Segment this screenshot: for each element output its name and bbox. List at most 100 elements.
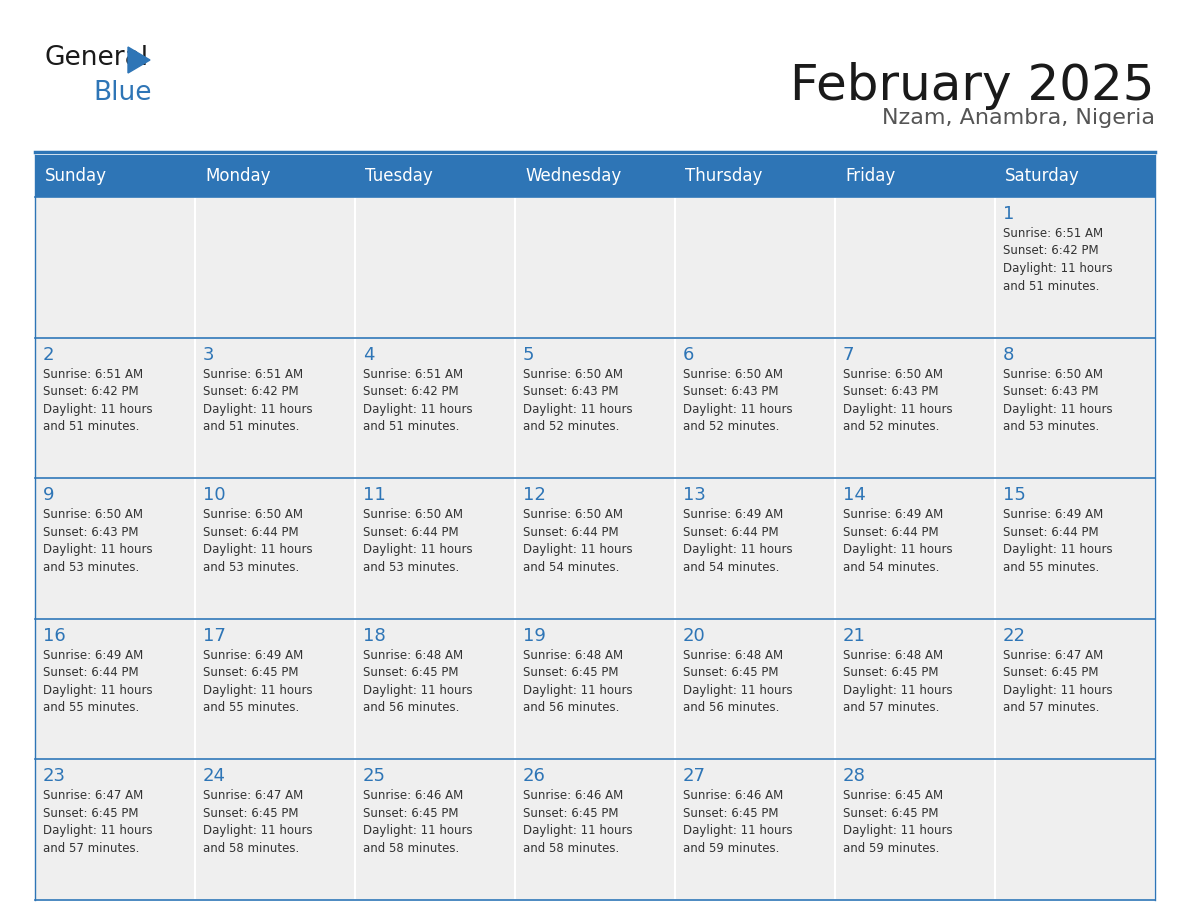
Text: 3: 3 [203, 345, 215, 364]
Bar [355, 619, 516, 759]
Bar [516, 759, 675, 900]
Text: Sunrise: 6:47 AM
Sunset: 6:45 PM
Daylight: 11 hours
and 57 minutes.: Sunrise: 6:47 AM Sunset: 6:45 PM Dayligh… [1003, 649, 1113, 714]
Text: Sunrise: 6:46 AM
Sunset: 6:45 PM
Daylight: 11 hours
and 59 minutes.: Sunrise: 6:46 AM Sunset: 6:45 PM Dayligh… [683, 789, 792, 855]
Bar [34, 197, 195, 338]
Bar [996, 759, 1155, 900]
Text: Sunrise: 6:46 AM
Sunset: 6:45 PM
Daylight: 11 hours
and 58 minutes.: Sunrise: 6:46 AM Sunset: 6:45 PM Dayligh… [523, 789, 633, 855]
Text: Sunrise: 6:51 AM
Sunset: 6:42 PM
Daylight: 11 hours
and 51 minutes.: Sunrise: 6:51 AM Sunset: 6:42 PM Dayligh… [364, 367, 473, 433]
Text: Nzam, Anambra, Nigeria: Nzam, Anambra, Nigeria [881, 108, 1155, 128]
Polygon shape [128, 47, 150, 73]
Text: 27: 27 [683, 767, 706, 786]
Bar [195, 759, 355, 900]
Bar [996, 619, 1155, 759]
Bar [195, 338, 355, 478]
Text: 21: 21 [843, 627, 866, 644]
Text: Sunrise: 6:47 AM
Sunset: 6:45 PM
Daylight: 11 hours
and 58 minutes.: Sunrise: 6:47 AM Sunset: 6:45 PM Dayligh… [203, 789, 312, 855]
Text: Sunrise: 6:48 AM
Sunset: 6:45 PM
Daylight: 11 hours
and 56 minutes.: Sunrise: 6:48 AM Sunset: 6:45 PM Dayligh… [364, 649, 473, 714]
Text: 26: 26 [523, 767, 545, 786]
Text: Sunrise: 6:50 AM
Sunset: 6:43 PM
Daylight: 11 hours
and 53 minutes.: Sunrise: 6:50 AM Sunset: 6:43 PM Dayligh… [43, 509, 152, 574]
Text: 17: 17 [203, 627, 226, 644]
Text: Monday: Monday [206, 167, 271, 185]
Text: Sunday: Sunday [45, 167, 107, 185]
Text: Sunrise: 6:50 AM
Sunset: 6:43 PM
Daylight: 11 hours
and 52 minutes.: Sunrise: 6:50 AM Sunset: 6:43 PM Dayligh… [683, 367, 792, 433]
Text: Sunrise: 6:51 AM
Sunset: 6:42 PM
Daylight: 11 hours
and 51 minutes.: Sunrise: 6:51 AM Sunset: 6:42 PM Dayligh… [1003, 227, 1113, 293]
Bar [996, 197, 1155, 338]
Text: Sunrise: 6:51 AM
Sunset: 6:42 PM
Daylight: 11 hours
and 51 minutes.: Sunrise: 6:51 AM Sunset: 6:42 PM Dayligh… [43, 367, 152, 433]
Bar [355, 478, 516, 619]
Bar [34, 155, 1155, 197]
Bar [516, 197, 675, 338]
Text: General: General [45, 45, 150, 71]
Text: Tuesday: Tuesday [365, 167, 432, 185]
Text: Sunrise: 6:49 AM
Sunset: 6:44 PM
Daylight: 11 hours
and 55 minutes.: Sunrise: 6:49 AM Sunset: 6:44 PM Dayligh… [43, 649, 152, 714]
Text: 13: 13 [683, 487, 706, 504]
Text: Sunrise: 6:50 AM
Sunset: 6:44 PM
Daylight: 11 hours
and 54 minutes.: Sunrise: 6:50 AM Sunset: 6:44 PM Dayligh… [523, 509, 633, 574]
Text: Sunrise: 6:47 AM
Sunset: 6:45 PM
Daylight: 11 hours
and 57 minutes.: Sunrise: 6:47 AM Sunset: 6:45 PM Dayligh… [43, 789, 152, 855]
Text: Saturday: Saturday [1005, 167, 1080, 185]
Bar [835, 338, 996, 478]
Text: February 2025: February 2025 [790, 62, 1155, 110]
Bar [516, 619, 675, 759]
Text: 23: 23 [43, 767, 67, 786]
Text: Sunrise: 6:49 AM
Sunset: 6:45 PM
Daylight: 11 hours
and 55 minutes.: Sunrise: 6:49 AM Sunset: 6:45 PM Dayligh… [203, 649, 312, 714]
Text: 15: 15 [1003, 487, 1026, 504]
Text: 16: 16 [43, 627, 65, 644]
Bar [195, 197, 355, 338]
Text: Sunrise: 6:46 AM
Sunset: 6:45 PM
Daylight: 11 hours
and 58 minutes.: Sunrise: 6:46 AM Sunset: 6:45 PM Dayligh… [364, 789, 473, 855]
Bar [34, 619, 195, 759]
Text: Sunrise: 6:45 AM
Sunset: 6:45 PM
Daylight: 11 hours
and 59 minutes.: Sunrise: 6:45 AM Sunset: 6:45 PM Dayligh… [843, 789, 953, 855]
Text: 12: 12 [523, 487, 545, 504]
Text: 11: 11 [364, 487, 386, 504]
Text: Friday: Friday [845, 167, 896, 185]
Text: 6: 6 [683, 345, 694, 364]
Bar [835, 197, 996, 338]
Text: Sunrise: 6:48 AM
Sunset: 6:45 PM
Daylight: 11 hours
and 57 minutes.: Sunrise: 6:48 AM Sunset: 6:45 PM Dayligh… [843, 649, 953, 714]
Text: Sunrise: 6:50 AM
Sunset: 6:44 PM
Daylight: 11 hours
and 53 minutes.: Sunrise: 6:50 AM Sunset: 6:44 PM Dayligh… [364, 509, 473, 574]
Bar [34, 338, 195, 478]
Text: 7: 7 [843, 345, 854, 364]
Text: Blue: Blue [93, 80, 152, 106]
Bar [675, 197, 835, 338]
Text: Thursday: Thursday [685, 167, 763, 185]
Bar [34, 478, 195, 619]
Bar [355, 759, 516, 900]
Bar [516, 338, 675, 478]
Text: Sunrise: 6:48 AM
Sunset: 6:45 PM
Daylight: 11 hours
and 56 minutes.: Sunrise: 6:48 AM Sunset: 6:45 PM Dayligh… [683, 649, 792, 714]
Bar [675, 338, 835, 478]
Text: Sunrise: 6:50 AM
Sunset: 6:44 PM
Daylight: 11 hours
and 53 minutes.: Sunrise: 6:50 AM Sunset: 6:44 PM Dayligh… [203, 509, 312, 574]
Text: Sunrise: 6:50 AM
Sunset: 6:43 PM
Daylight: 11 hours
and 53 minutes.: Sunrise: 6:50 AM Sunset: 6:43 PM Dayligh… [1003, 367, 1113, 433]
Text: 20: 20 [683, 627, 706, 644]
Bar [835, 478, 996, 619]
Text: 22: 22 [1003, 627, 1026, 644]
Text: 5: 5 [523, 345, 535, 364]
Bar [675, 759, 835, 900]
Text: 8: 8 [1003, 345, 1015, 364]
Text: Sunrise: 6:49 AM
Sunset: 6:44 PM
Daylight: 11 hours
and 54 minutes.: Sunrise: 6:49 AM Sunset: 6:44 PM Dayligh… [683, 509, 792, 574]
Text: Sunrise: 6:49 AM
Sunset: 6:44 PM
Daylight: 11 hours
and 54 minutes.: Sunrise: 6:49 AM Sunset: 6:44 PM Dayligh… [843, 509, 953, 574]
Bar [996, 338, 1155, 478]
Text: 1: 1 [1003, 205, 1015, 223]
Bar [675, 619, 835, 759]
Text: Sunrise: 6:50 AM
Sunset: 6:43 PM
Daylight: 11 hours
and 52 minutes.: Sunrise: 6:50 AM Sunset: 6:43 PM Dayligh… [843, 367, 953, 433]
Text: 4: 4 [364, 345, 374, 364]
Bar [835, 759, 996, 900]
Text: Sunrise: 6:48 AM
Sunset: 6:45 PM
Daylight: 11 hours
and 56 minutes.: Sunrise: 6:48 AM Sunset: 6:45 PM Dayligh… [523, 649, 633, 714]
Text: 14: 14 [843, 487, 866, 504]
Text: 10: 10 [203, 487, 226, 504]
Text: 2: 2 [43, 345, 55, 364]
Bar [355, 197, 516, 338]
Bar [835, 619, 996, 759]
Text: Sunrise: 6:51 AM
Sunset: 6:42 PM
Daylight: 11 hours
and 51 minutes.: Sunrise: 6:51 AM Sunset: 6:42 PM Dayligh… [203, 367, 312, 433]
Bar [195, 619, 355, 759]
Bar [355, 338, 516, 478]
Text: 28: 28 [843, 767, 866, 786]
Text: Sunrise: 6:50 AM
Sunset: 6:43 PM
Daylight: 11 hours
and 52 minutes.: Sunrise: 6:50 AM Sunset: 6:43 PM Dayligh… [523, 367, 633, 433]
Text: 18: 18 [364, 627, 386, 644]
Bar [675, 478, 835, 619]
Text: Wednesday: Wednesday [525, 167, 621, 185]
Bar [34, 759, 195, 900]
Text: 24: 24 [203, 767, 226, 786]
Text: 19: 19 [523, 627, 545, 644]
Bar [195, 478, 355, 619]
Bar [516, 478, 675, 619]
